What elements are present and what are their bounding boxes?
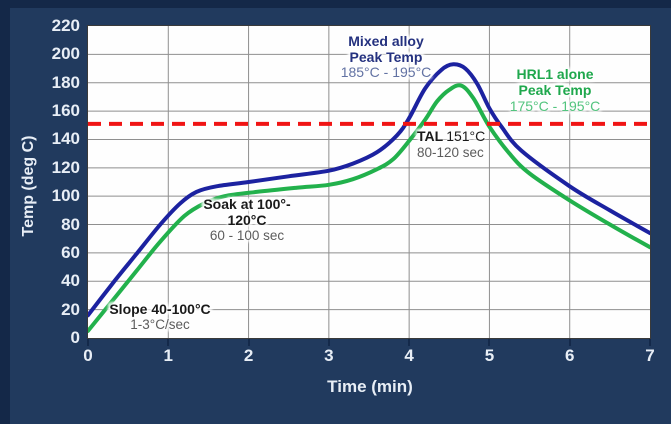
y-tick-label: 80 — [61, 214, 80, 234]
x-tick-label: 0 — [83, 346, 93, 365]
tal-annotation-label: TAL — [417, 128, 444, 144]
hrl1-annotation-line2: Peak Temp — [518, 82, 592, 98]
x-tick-mark — [247, 339, 250, 346]
x-tick-label: 7 — [645, 346, 655, 365]
tal-annotation-line1: TAL 151°C — [417, 128, 486, 145]
x-tick-label: 4 — [404, 346, 414, 365]
mixed-alloy-annotation-line1: Mixed alloy — [348, 33, 424, 49]
soak-annotation: Soak at 100°- 120°C 60 - 100 sec — [167, 196, 327, 244]
left-edge-strip — [0, 0, 10, 424]
soak-annotation-duration: 60 - 100 sec — [209, 228, 285, 243]
x-tick-label: 6 — [564, 346, 575, 365]
plot-area — [87, 25, 651, 339]
slope-annotation-line1: Slope 40-100°C — [109, 301, 211, 317]
soak-annotation-line2: 120°C — [227, 211, 267, 228]
hrl1-annotation-line1: HRL1 alone — [516, 66, 594, 82]
y-tick-label: 40 — [61, 271, 80, 291]
x-tick-mark — [87, 339, 89, 346]
tal-annotation-duration: 80-120 sec — [417, 144, 484, 160]
y-tick-label: 220 — [51, 16, 80, 35]
tal-annotation-value: 151°C — [446, 128, 486, 144]
plot-svg — [88, 26, 650, 338]
y-tick-label: 60 — [61, 242, 80, 262]
x-tick-mark — [408, 339, 411, 346]
hrl1-annotation-range: 175°C - 195°C — [509, 98, 601, 114]
soak-annotation-line1: Soak at 100°- — [203, 196, 291, 212]
x-tick-mark — [167, 339, 170, 346]
mixed-alloy-peak-annotation: Mixed alloy Peak Temp 185°C - 195°C — [306, 33, 466, 81]
x-tick-mark — [649, 339, 651, 346]
y-tick-label: 100 — [51, 186, 80, 206]
y-tick-label: 200 — [51, 44, 80, 64]
slope-annotation-rate: 1-3°C/sec — [130, 317, 190, 332]
y-tick-label: 160 — [51, 101, 80, 121]
y-tick-label: 180 — [51, 72, 80, 92]
y-tick-label: 0 — [70, 328, 80, 347]
y-tick-label: 120 — [51, 157, 80, 177]
mixed-alloy-annotation-line2: Peak Temp — [349, 48, 423, 65]
tal-annotation: TAL 151°C 80-120 sec — [417, 128, 486, 160]
slope-annotation: Slope 40-100°C 1-3°C/sec — [80, 301, 240, 333]
top-edge-strip — [0, 0, 671, 8]
x-tick-mark — [568, 339, 571, 346]
x-tick-mark — [488, 339, 491, 346]
x-tick-label: 5 — [484, 346, 495, 365]
x-axis-title: Time (min) — [327, 377, 413, 396]
x-tick-mark — [327, 339, 330, 346]
x-tick-label: 1 — [163, 346, 174, 365]
x-tick-label: 2 — [243, 346, 254, 365]
hrl1-alone-curve — [88, 83, 650, 333]
x-tick-label: 3 — [324, 346, 334, 365]
y-tick-label: 20 — [61, 299, 80, 319]
mixed-alloy-annotation-range: 185°C - 195°C — [340, 64, 432, 80]
hrl1-peak-annotation: HRL1 alone Peak Temp 175°C - 195°C — [475, 66, 635, 114]
mixed-alloy-curve — [88, 62, 650, 318]
y-tick-label: 140 — [51, 129, 80, 149]
